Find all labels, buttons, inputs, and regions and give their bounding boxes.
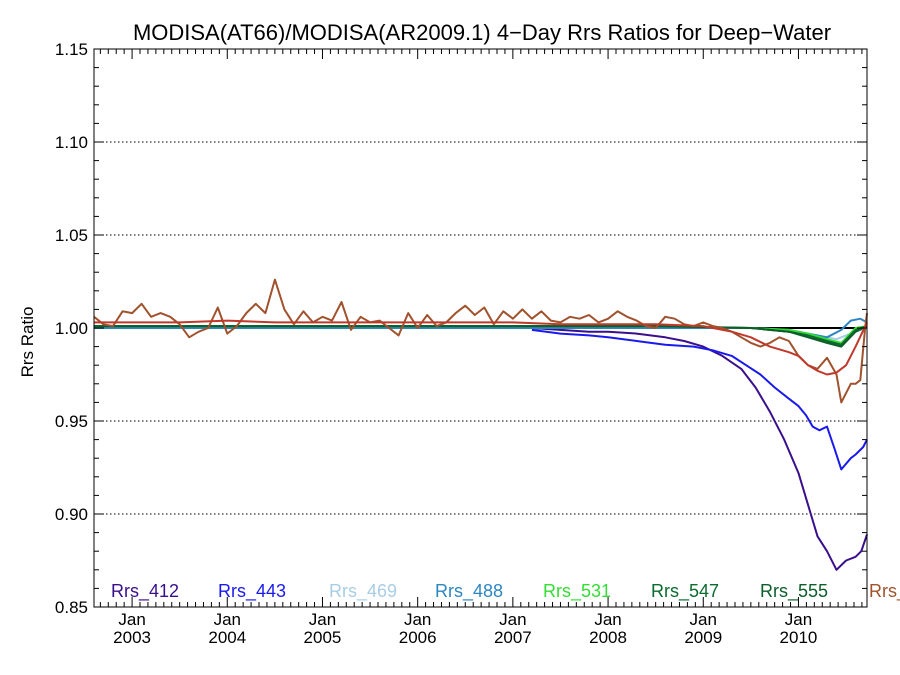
legend-label-rrs-443: Rrs_443: [218, 581, 286, 602]
y-axis-label: Rrs Ratio: [18, 307, 37, 378]
y-tick-label: 1.15: [55, 40, 88, 59]
x-tick-label-year: 2006: [399, 628, 437, 647]
y-tick-label: 1.05: [55, 226, 88, 245]
y-tick-label: 1.10: [55, 133, 88, 152]
x-tick-label-month: Jan: [594, 610, 621, 629]
y-tick-label: 0.85: [55, 598, 88, 617]
x-tick-label-month: Jan: [309, 610, 336, 629]
x-tick-label-year: 2004: [208, 628, 246, 647]
x-tick-label-year: 2010: [780, 628, 818, 647]
legend-label-rrs-469: Rrs_469: [329, 581, 397, 602]
series-line-rrs-443: [531, 328, 868, 471]
legend-label-rrs-412: Rrs_412: [111, 581, 179, 602]
plot-frame: [93, 48, 868, 608]
series-line-rrs: [93, 278, 868, 404]
axis-ticks: 0.850.900.951.001.051.101.15Jan2003Jan20…: [55, 40, 867, 647]
legend-label-rrs-488: Rrs_488: [435, 581, 503, 602]
x-tick-label-month: Jan: [499, 610, 526, 629]
x-tick-label-year: 2007: [494, 628, 532, 647]
legend-label-rrs: Rrs_: [869, 581, 900, 602]
legend: Rrs_412 Rrs_443 Rrs_469 Rrs_488 Rrs_531 Rrs_5…: [111, 581, 900, 602]
x-tick-label-year: 2009: [684, 628, 722, 647]
x-tick-label-month: Jan: [118, 610, 145, 629]
series-line-rrs-412: [531, 327, 868, 571]
x-tick-label-month: Jan: [690, 610, 717, 629]
y-tick-label: 0.95: [55, 412, 88, 431]
x-tick-label-year: 2008: [589, 628, 627, 647]
series-line-rrs: [94, 319, 868, 376]
x-tick-label-month: Jan: [214, 610, 241, 629]
x-tick-label-month: Jan: [785, 610, 812, 629]
x-tick-label-year: 2003: [113, 628, 151, 647]
y-tick-label: 1.00: [55, 319, 88, 338]
legend-label-rrs-547: Rrs_547: [651, 581, 719, 602]
legend-label-rrs-531: Rrs_531: [543, 581, 611, 602]
x-tick-label-year: 2005: [304, 628, 342, 647]
legend-label-rrs-555: Rrs_555: [760, 581, 828, 602]
x-tick-label-month: Jan: [404, 610, 431, 629]
series-lines: [93, 278, 868, 571]
chart-title: MODISA(AT66)/MODISA(AR2009.1) 4−Day Rrs …: [133, 20, 831, 45]
y-tick-label: 0.90: [55, 505, 88, 524]
